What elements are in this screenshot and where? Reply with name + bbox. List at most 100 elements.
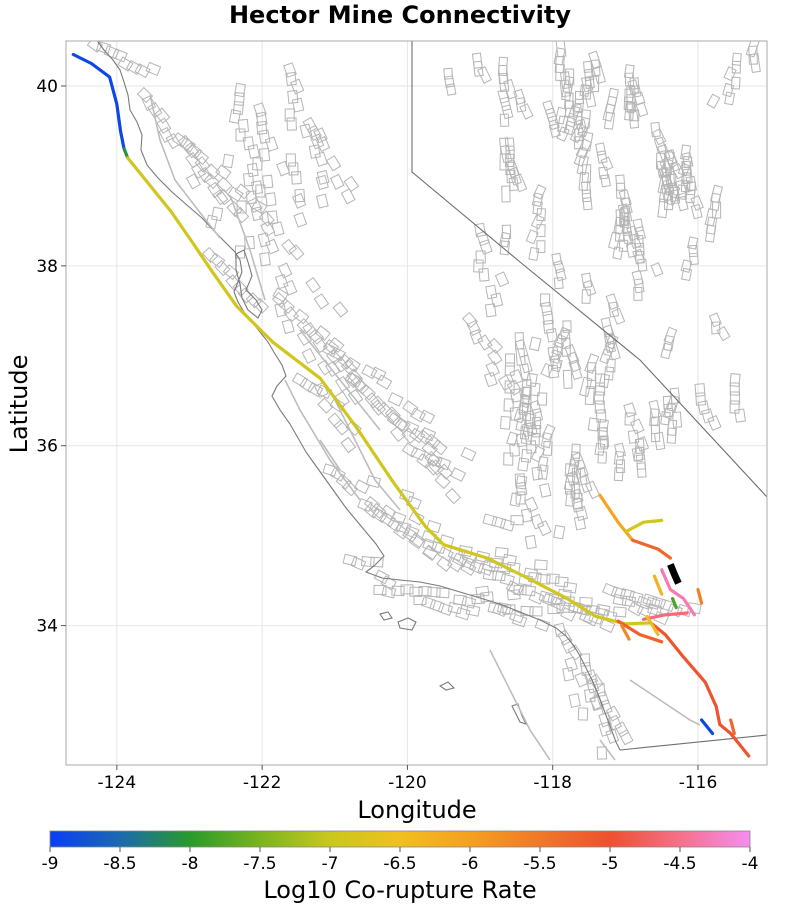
fault-section — [595, 382, 606, 396]
fault-section — [730, 76, 741, 90]
fault-section — [605, 728, 620, 745]
fault-section — [369, 502, 387, 519]
fault-section — [707, 415, 722, 431]
fault-section — [623, 64, 635, 79]
fault-section — [509, 443, 520, 457]
fault-section — [333, 419, 350, 436]
fault-section-chain — [461, 311, 523, 396]
fault-section — [227, 186, 244, 202]
fault-section — [513, 88, 527, 106]
fault-section — [583, 688, 596, 703]
background-fault-trace — [599, 739, 616, 761]
fault-section — [634, 242, 645, 256]
fault-section — [534, 618, 551, 632]
fault-section — [503, 452, 514, 466]
fault-section — [209, 252, 226, 269]
fault-section — [588, 673, 604, 690]
fault-section — [529, 606, 543, 617]
fault-section — [510, 515, 524, 526]
fault-section-chain — [514, 332, 533, 382]
colorbar-tick-label: -7 — [322, 854, 339, 874]
fault-section — [584, 385, 595, 406]
fault-section-chain — [554, 68, 575, 133]
plot-frame — [65, 40, 768, 766]
fault-section — [340, 359, 358, 376]
fault-section-chain — [540, 320, 572, 378]
fault-section — [749, 53, 761, 73]
fault-section — [190, 162, 207, 180]
fault-section — [531, 416, 542, 430]
fault-section — [363, 495, 381, 512]
fault-section — [332, 356, 349, 373]
fault-section-chain — [201, 246, 289, 314]
fault-section — [620, 207, 630, 220]
fault-section — [253, 102, 267, 118]
connected-fault-trace — [122, 147, 130, 160]
fault-section — [321, 342, 339, 358]
fault-section-chain — [413, 585, 490, 621]
background-fault-trace — [284, 379, 361, 501]
fault-section — [564, 656, 578, 672]
fault-section — [421, 440, 438, 457]
fault-section — [594, 442, 606, 456]
fault-section — [633, 278, 645, 294]
fault-section — [294, 188, 306, 203]
fault-section — [503, 78, 518, 100]
colorbar-tick-label: -8.5 — [103, 854, 136, 874]
fault-section — [435, 456, 452, 471]
fault-section — [664, 191, 674, 211]
fault-section — [634, 234, 644, 248]
fault-section — [475, 250, 486, 264]
fault-section — [212, 188, 229, 206]
fault-section — [634, 226, 646, 241]
fault-section — [373, 584, 387, 596]
fault-section — [636, 462, 647, 478]
fault-section — [612, 593, 628, 607]
california-coastline — [97, 41, 621, 751]
fault-section — [598, 418, 609, 433]
fault-section — [387, 392, 404, 407]
fault-section — [531, 192, 544, 208]
fault-section — [179, 137, 196, 153]
fault-section — [365, 475, 382, 489]
fault-section — [278, 297, 295, 315]
fault-section — [597, 451, 607, 464]
fault-section — [731, 52, 742, 66]
fault-section — [557, 115, 569, 133]
colorbar-tick-label: -9 — [42, 854, 59, 874]
fault-section-chain — [401, 442, 467, 505]
colorbar-label: Log10 Co-rupture Rate — [263, 876, 536, 904]
fault-section-chain — [729, 373, 746, 423]
fault-section — [515, 491, 526, 505]
fault-section-chain — [560, 329, 583, 389]
fault-section — [620, 219, 632, 235]
fault-section — [536, 224, 546, 238]
fault-section — [564, 343, 580, 365]
fault-section — [602, 582, 618, 598]
fault-section — [562, 581, 578, 594]
fault-section — [233, 82, 247, 98]
fault-section — [293, 308, 310, 325]
fault-section — [391, 585, 405, 597]
fault-section — [291, 372, 309, 388]
fault-section-chain — [685, 181, 704, 220]
fault-section — [287, 89, 299, 104]
fault-section — [532, 184, 547, 200]
fault-section — [645, 596, 661, 610]
fault-section — [225, 274, 242, 291]
fault-section — [317, 397, 334, 414]
fault-section — [682, 155, 693, 169]
fault-section — [612, 606, 627, 618]
fault-section — [256, 120, 268, 135]
fault-section — [235, 128, 246, 142]
fault-section — [615, 459, 626, 474]
fault-section — [575, 90, 584, 105]
fault-section — [729, 382, 740, 396]
fault-section — [632, 218, 644, 233]
y-axis-ticks: 40 38 36 34 — [36, 77, 66, 637]
fault-section — [296, 318, 313, 335]
fault-section — [329, 346, 347, 362]
x-tick-label: -120 — [388, 773, 427, 793]
fault-section — [597, 427, 608, 441]
fault-section — [400, 584, 414, 595]
